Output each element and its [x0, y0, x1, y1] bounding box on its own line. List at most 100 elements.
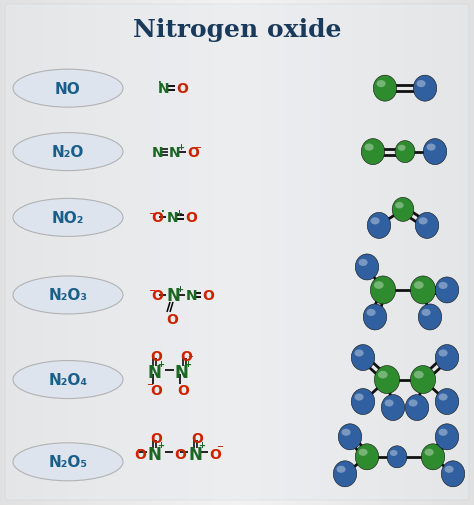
- Text: +: +: [157, 440, 164, 449]
- Ellipse shape: [438, 393, 447, 401]
- Ellipse shape: [342, 429, 351, 436]
- Text: N: N: [158, 82, 170, 96]
- Ellipse shape: [390, 450, 398, 456]
- Ellipse shape: [374, 76, 397, 102]
- Text: +: +: [176, 285, 183, 294]
- Ellipse shape: [395, 141, 415, 163]
- Text: N₂O₃: N₂O₃: [48, 288, 88, 303]
- Ellipse shape: [438, 350, 447, 357]
- Text: O: O: [151, 211, 163, 225]
- Ellipse shape: [392, 198, 414, 222]
- Text: O: O: [166, 312, 178, 326]
- Text: ·: ·: [158, 78, 162, 88]
- Ellipse shape: [371, 218, 380, 225]
- Ellipse shape: [417, 81, 426, 88]
- Text: −: −: [216, 441, 223, 450]
- Text: O: O: [185, 211, 197, 225]
- Text: +: +: [175, 209, 182, 218]
- Text: −: −: [146, 379, 153, 388]
- Ellipse shape: [351, 389, 375, 415]
- Ellipse shape: [374, 366, 400, 394]
- Ellipse shape: [355, 350, 364, 357]
- Text: −: −: [187, 353, 193, 359]
- Text: +: +: [177, 143, 184, 152]
- FancyBboxPatch shape: [5, 5, 469, 500]
- Ellipse shape: [381, 395, 405, 421]
- Ellipse shape: [421, 444, 445, 470]
- Ellipse shape: [333, 461, 357, 487]
- Text: O: O: [180, 349, 192, 363]
- Ellipse shape: [415, 213, 439, 239]
- Ellipse shape: [414, 371, 424, 379]
- Ellipse shape: [374, 282, 383, 289]
- Text: N: N: [167, 211, 179, 225]
- Text: −: −: [136, 444, 143, 453]
- Text: O: O: [174, 447, 186, 461]
- Text: O: O: [134, 447, 146, 461]
- Ellipse shape: [13, 276, 123, 314]
- Ellipse shape: [410, 276, 436, 305]
- Text: N: N: [189, 445, 203, 463]
- Text: O: O: [209, 447, 221, 461]
- Text: N: N: [148, 363, 162, 381]
- Ellipse shape: [13, 443, 123, 481]
- Text: −: −: [148, 209, 155, 218]
- Ellipse shape: [419, 218, 428, 225]
- Ellipse shape: [445, 466, 454, 473]
- Ellipse shape: [427, 144, 436, 151]
- Text: N: N: [148, 445, 162, 463]
- Text: −: −: [194, 143, 201, 152]
- Text: N: N: [152, 145, 164, 159]
- Ellipse shape: [410, 366, 436, 394]
- Ellipse shape: [441, 461, 465, 487]
- Ellipse shape: [435, 277, 459, 304]
- Ellipse shape: [409, 399, 418, 407]
- Ellipse shape: [435, 345, 459, 371]
- Text: NO₂: NO₂: [52, 211, 84, 225]
- Ellipse shape: [395, 203, 403, 209]
- Ellipse shape: [351, 345, 375, 371]
- Text: N: N: [167, 286, 181, 305]
- Ellipse shape: [387, 446, 407, 468]
- Ellipse shape: [435, 424, 459, 450]
- Text: NO: NO: [55, 81, 81, 96]
- Ellipse shape: [414, 282, 424, 289]
- Ellipse shape: [376, 81, 386, 88]
- Ellipse shape: [425, 449, 434, 456]
- Ellipse shape: [378, 371, 388, 379]
- Ellipse shape: [13, 361, 123, 399]
- Ellipse shape: [338, 424, 362, 450]
- Ellipse shape: [423, 139, 447, 165]
- Ellipse shape: [13, 199, 123, 237]
- Ellipse shape: [438, 429, 447, 436]
- Text: +: +: [157, 360, 164, 368]
- Text: ·: ·: [161, 207, 165, 217]
- Ellipse shape: [435, 389, 459, 415]
- Text: O: O: [176, 82, 188, 96]
- Text: O: O: [202, 288, 214, 302]
- Ellipse shape: [358, 449, 368, 456]
- Text: O: O: [177, 383, 189, 397]
- Text: O: O: [150, 349, 162, 363]
- Ellipse shape: [421, 309, 431, 316]
- Ellipse shape: [398, 145, 406, 152]
- Text: N: N: [175, 363, 189, 381]
- Ellipse shape: [358, 259, 368, 267]
- Text: N₂O₄: N₂O₄: [48, 372, 88, 387]
- Text: O: O: [187, 145, 199, 159]
- Ellipse shape: [363, 305, 387, 330]
- Ellipse shape: [13, 70, 123, 108]
- Ellipse shape: [356, 444, 379, 470]
- Ellipse shape: [413, 76, 437, 102]
- Text: O: O: [150, 431, 162, 445]
- Ellipse shape: [405, 395, 428, 421]
- Ellipse shape: [355, 393, 364, 401]
- Text: −: −: [148, 286, 155, 295]
- Text: N₂O₅: N₂O₅: [48, 454, 88, 469]
- Ellipse shape: [13, 133, 123, 171]
- Ellipse shape: [418, 305, 442, 330]
- Ellipse shape: [337, 466, 346, 473]
- Text: N: N: [169, 145, 181, 159]
- Ellipse shape: [356, 255, 379, 280]
- Text: N: N: [186, 288, 198, 302]
